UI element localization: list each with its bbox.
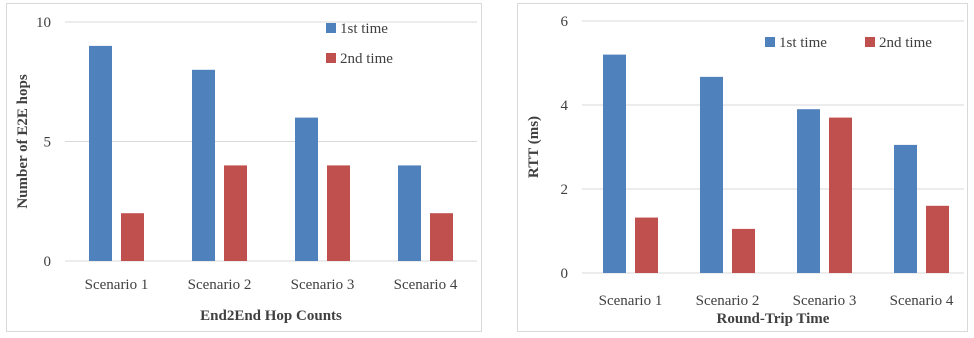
legend-label: 2nd time [340, 51, 393, 67]
hop-count-chart-panel: 0 5 10 Scenario 1 Scenario 2 Scenario 3 Scenar… [6, 3, 482, 332]
legend-label: 2nd time [879, 35, 932, 51]
bar-second-time [829, 118, 852, 273]
y-axis-title: Number of E2E hops [15, 74, 31, 208]
y-tick-label: 0 [44, 254, 52, 270]
bar-second-time [430, 213, 453, 261]
bar-second-time [121, 213, 144, 261]
x-category-label: Scenario 1 [85, 277, 149, 293]
legend-swatch [326, 23, 336, 33]
bar-first-time [295, 118, 318, 261]
y-axis-title: RTT (ms) [526, 116, 542, 178]
x-category-label: Scenario 2 [696, 293, 760, 309]
legend-swatch [765, 37, 775, 47]
x-category-label: Scenario 2 [188, 277, 252, 293]
y-tick-label: 0 [561, 266, 569, 282]
y-tick-label: 5 [44, 135, 52, 151]
x-category-label: Scenario 4 [890, 293, 954, 309]
bar-first-time [398, 165, 421, 261]
bar-first-time [192, 70, 215, 261]
y-tick-label: 4 [561, 98, 569, 114]
rtt-chart: 0 2 4 6 Scenario 1 Scenario 2 Scenario 3 Scenar… [518, 4, 967, 331]
hop-count-chart: 0 5 10 Scenario 1 Scenario 2 Scenario 3 Scenar… [7, 4, 481, 331]
chart-title: Round-Trip Time [717, 311, 830, 327]
bar-second-time [926, 206, 949, 273]
bar-first-time [700, 77, 723, 273]
legend-label: 1st time [340, 21, 388, 37]
chart-title: End2End Hop Counts [200, 308, 342, 324]
x-category-label: Scenario 3 [291, 277, 355, 293]
rtt-chart-panel: 0 2 4 6 Scenario 1 Scenario 2 Scenario 3 Scenar… [517, 3, 968, 332]
bar-second-time [635, 218, 658, 273]
bar-second-time [224, 165, 247, 261]
bar-first-time [89, 46, 112, 261]
y-tick-label: 2 [561, 182, 569, 198]
legend-swatch [326, 53, 336, 63]
x-category-label: Scenario 3 [793, 293, 857, 309]
bar-second-time [327, 165, 350, 261]
legend-label: 1st time [779, 35, 827, 51]
y-tick-label: 6 [561, 14, 569, 30]
bar-first-time [797, 109, 820, 273]
bar-first-time [603, 55, 626, 273]
bar-first-time [894, 145, 917, 273]
bar-second-time [732, 229, 755, 273]
y-tick-label: 10 [36, 15, 51, 31]
x-category-label: Scenario 4 [394, 277, 458, 293]
x-category-label: Scenario 1 [599, 293, 663, 309]
legend-swatch [865, 37, 875, 47]
